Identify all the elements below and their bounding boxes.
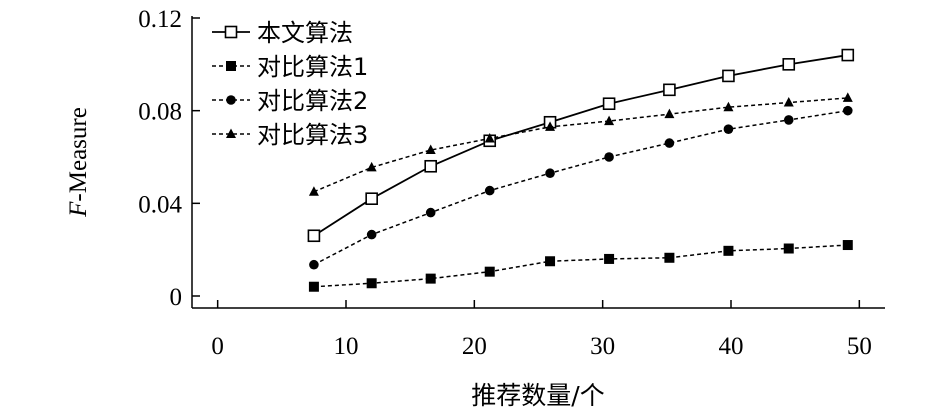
data-point [664,138,675,148]
data-point [307,229,321,243]
legend-label: 对比算法2 [257,87,368,115]
data-point [723,101,734,112]
data-point [424,159,438,173]
data-point [842,92,853,102]
series-1 [307,48,855,243]
data-point [545,168,555,179]
x-tick-label: 50 [847,333,872,360]
x-axis-title: 推荐数量/个 [471,381,604,410]
axes: 0 0.04 0.08 0.12 0 10 20 30 40 50 [138,6,885,360]
legend-marker [226,95,236,105]
data-point [782,58,796,71]
data-point [783,115,794,125]
x-tick-label: 10 [334,333,359,360]
legend-item: 对比算法3 [212,121,368,149]
data-point [842,105,853,116]
legend-item: 对比算法1 [212,53,368,81]
data-point [842,240,853,251]
y-axis-title: F-Measure [65,107,92,218]
data-point [425,207,436,218]
data-point [484,266,495,277]
x-tick-label: 30 [590,333,615,360]
y-tick-label: 0.12 [138,6,182,33]
x-tick-label: 40 [719,333,744,360]
data-point [308,186,319,196]
data-point [841,48,855,62]
data-point [309,259,319,270]
series-line [313,54,848,237]
data-point [484,185,495,196]
data-point [723,124,734,134]
data-point [545,256,556,267]
data-point [365,192,378,205]
data-point [604,115,615,126]
series-2 [308,240,853,292]
x-tick-label: 0 [211,333,224,360]
data-point [663,83,676,97]
data-point [783,97,794,107]
data-point [425,273,436,284]
data-point [722,69,735,83]
data-point [783,243,794,254]
legend-label: 对比算法1 [257,53,368,81]
y-axis-title-rest: -Measure [65,107,92,201]
series-line [313,97,848,193]
data-point [366,161,377,172]
legend-marker [224,25,238,39]
series-3 [309,105,853,270]
data-point [545,121,556,131]
data-point [664,252,675,263]
y-tick-label: 0 [170,284,183,311]
legend-marker [226,61,236,71]
y-tick-label: 0.08 [138,99,182,126]
legend-label: 本文算法 [257,19,353,47]
legend-item: 对比算法2 [212,87,368,115]
data-point [604,253,615,264]
y-tick-label: 0.04 [138,191,182,218]
data-point [723,245,734,256]
data-point [425,144,436,155]
data-point [366,278,377,289]
series-layer [307,48,855,292]
data-point [602,97,616,111]
data-point [484,132,495,143]
series-line [313,244,848,288]
data-point [366,229,377,240]
y-axis-title-italic: F [65,201,92,218]
legend-label: 对比算法3 [257,121,368,149]
x-tick-label: 20 [462,333,487,360]
series-line [313,109,848,266]
data-point [308,281,319,292]
series-4 [308,92,853,196]
data-point [604,152,614,162]
data-point [664,108,675,119]
legend-item: 本文算法 [212,19,353,47]
legend-marker [226,128,236,138]
